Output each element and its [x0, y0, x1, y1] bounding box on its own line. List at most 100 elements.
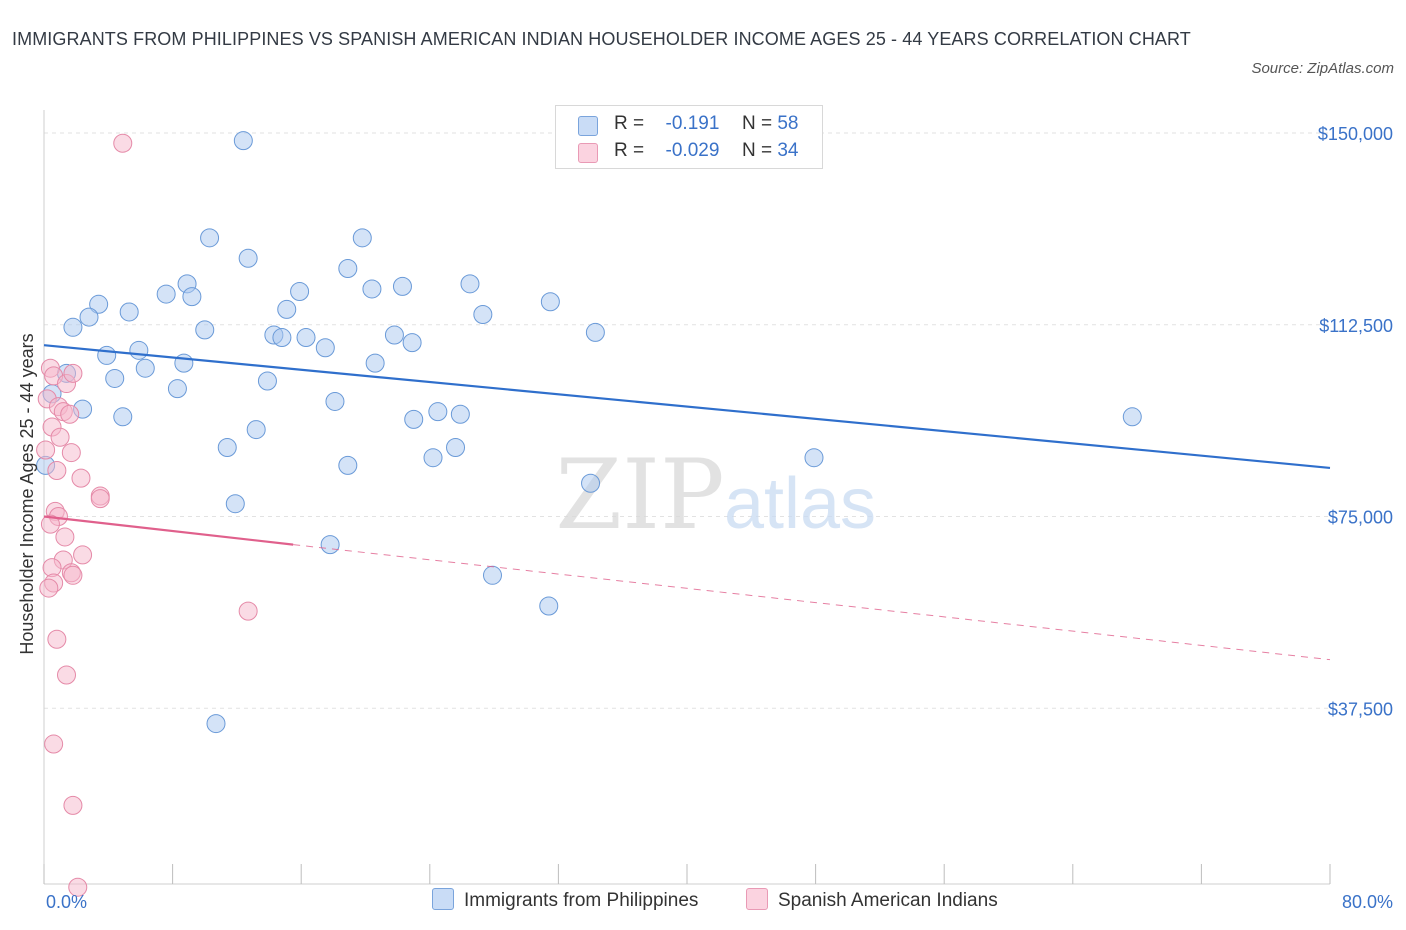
legend-n-value: 34: [777, 140, 799, 161]
data-point: [105, 368, 125, 388]
data-point: [167, 379, 187, 399]
data-point: [135, 358, 155, 378]
data-point: [39, 578, 59, 598]
data-point: [40, 514, 60, 534]
data-point: [61, 443, 81, 463]
y-tick-label: $37,500: [1328, 699, 1393, 719]
chart-title: IMMIGRANTS FROM PHILIPPINES VS SPANISH A…: [12, 29, 1191, 49]
bottom-legend-swatch-spanish-american-indians: [746, 888, 768, 910]
data-point: [338, 259, 358, 279]
x-tick-label-max: 80.0%: [1342, 892, 1393, 912]
axes: [43, 110, 1331, 885]
bottom-legend-philippines: Immigrants from Philippines: [432, 888, 698, 912]
data-point: [97, 345, 117, 365]
data-point: [238, 601, 258, 621]
data-point: [482, 565, 502, 585]
data-point: [63, 317, 83, 337]
series-spanish-american-indians: [36, 133, 258, 897]
data-point: [44, 734, 64, 754]
data-point: [296, 328, 316, 348]
data-point: [585, 322, 605, 342]
series-philippines: [36, 131, 1142, 734]
data-point: [460, 274, 480, 294]
legend-swatch-spanish-american-indians: [578, 143, 598, 163]
data-point: [90, 489, 110, 509]
data-point: [47, 460, 67, 480]
data-point: [36, 440, 56, 460]
y-axis-label: Householder Income Ages 25 - 44 years: [17, 333, 37, 654]
data-point: [195, 320, 215, 340]
data-point: [315, 338, 335, 358]
data-point: [423, 448, 443, 468]
data-point: [473, 305, 493, 325]
legend-n-label: N =: [741, 113, 773, 134]
data-point: [50, 427, 70, 447]
data-point: [352, 228, 372, 248]
watermark: ZIP atlas: [555, 439, 876, 551]
data-point: [404, 409, 424, 429]
data-point: [246, 420, 266, 440]
legend-r-label: R =: [614, 140, 645, 161]
data-point: [539, 596, 559, 616]
data-point: [73, 545, 93, 565]
data-point: [206, 714, 226, 734]
axis-labels: $37,500 $75,000 $112,500 $150,000 0.0% 80.0% H…: [17, 124, 1393, 912]
data-point: [257, 371, 277, 391]
data-point: [362, 279, 382, 299]
data-point: [119, 302, 139, 322]
data-point: [450, 404, 470, 424]
data-point: [290, 282, 310, 302]
data-point: [63, 795, 83, 815]
data-point: [182, 287, 202, 307]
legend-r-value: -0.029: [665, 140, 720, 161]
data-point: [402, 333, 422, 353]
data-point: [238, 248, 258, 268]
data-point: [233, 131, 253, 151]
trend-lines: [43, 344, 1331, 661]
trend-line-extension-spanish-american-indians: [293, 544, 1331, 661]
data-point: [217, 437, 237, 457]
watermark-atlas: atlas: [724, 464, 876, 544]
bottom-legend-label-philippines: Immigrants from Philippines: [464, 890, 699, 911]
data-point: [392, 276, 412, 296]
data-point: [55, 527, 75, 547]
bottom-legend-label-spanish-american-indians: Spanish American Indians: [778, 890, 998, 911]
trend-line-philippines: [43, 344, 1331, 470]
data-point: [200, 228, 220, 248]
bottom-legend-spanish-american-indians: Spanish American Indians: [746, 888, 998, 912]
data-point: [174, 353, 194, 373]
data-point: [338, 455, 358, 475]
data-point: [60, 404, 80, 424]
trend-line-spanish-american-indians: [43, 515, 294, 546]
data-point: [113, 133, 133, 153]
legend-n-value: 58: [777, 113, 799, 134]
data-point: [113, 407, 133, 427]
source-label: Source: ZipAtlas.com: [1251, 60, 1394, 77]
data-point: [325, 391, 345, 411]
data-point: [47, 629, 67, 649]
data-point: [446, 437, 466, 457]
legend-r-value: -0.191: [665, 113, 720, 134]
y-tick-label: $75,000: [1328, 508, 1393, 528]
data-points: [36, 131, 1142, 897]
data-point: [804, 448, 824, 468]
x-tick-label-min: 0.0%: [46, 892, 87, 912]
legend-swatch-philippines: [578, 116, 598, 136]
data-point: [540, 292, 560, 312]
data-point: [57, 665, 77, 685]
data-point: [277, 299, 297, 319]
data-point: [272, 328, 292, 348]
data-point: [428, 402, 448, 422]
correlation-legend: R = -0.191 N = 58 R = -0.029 N = 34: [555, 105, 823, 169]
bottom-legend-swatch-philippines: [432, 888, 454, 910]
data-point: [225, 494, 245, 514]
data-point: [156, 284, 176, 304]
data-point: [129, 340, 149, 360]
y-tick-label: $150,000: [1318, 124, 1393, 144]
data-point: [71, 468, 91, 488]
watermark-zip: ZIP: [555, 439, 724, 551]
data-point: [79, 307, 99, 327]
data-point: [384, 325, 404, 345]
data-point: [68, 877, 88, 897]
